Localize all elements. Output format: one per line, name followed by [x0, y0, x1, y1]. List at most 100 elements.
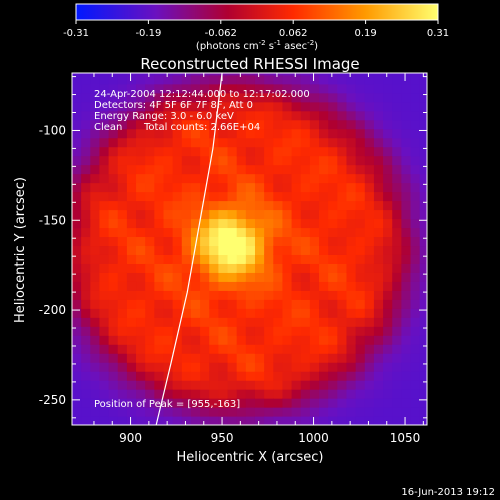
- heatmap-cell: [291, 344, 302, 354]
- heatmap-cell: [346, 245, 357, 255]
- heatmap-cell: [190, 263, 201, 273]
- heatmap-cell: [163, 254, 174, 264]
- heatmap-cell: [264, 101, 274, 112]
- heatmap-cell: [172, 227, 183, 238]
- heatmap-cell: [319, 227, 329, 238]
- heatmap-cell: [309, 164, 320, 175]
- heatmap-cell: [273, 353, 284, 363]
- heatmap-cell: [72, 83, 82, 94]
- heatmap-cell: [126, 353, 137, 363]
- heatmap-cell: [401, 290, 412, 300]
- heatmap-cell: [81, 164, 91, 175]
- heatmap-cell: [419, 137, 427, 148]
- heatmap-cell: [117, 200, 128, 211]
- heatmap-cell: [401, 137, 412, 148]
- heatmap-cell: [200, 254, 210, 264]
- heatmap-cell: [190, 407, 201, 417]
- heatmap-cell: [72, 308, 82, 318]
- heatmap-cell: [126, 73, 137, 76]
- heatmap-cell: [117, 272, 128, 282]
- heatmap-cell: [117, 101, 128, 112]
- heatmap-cell: [355, 389, 366, 399]
- heatmap-cell: [346, 308, 357, 318]
- heatmap-cell: [373, 119, 384, 130]
- heatmap-cell: [291, 389, 302, 399]
- annotation-peak: Position of Peak = [955,-163]: [94, 399, 240, 410]
- heatmap-cell: [410, 209, 421, 220]
- heatmap-cell: [392, 164, 402, 175]
- heatmap-cell: [145, 272, 155, 282]
- heatmap-cell: [245, 119, 256, 130]
- heatmap-cell: [154, 362, 165, 372]
- heatmap-cell: [227, 416, 238, 425]
- heatmap-cell: [172, 83, 183, 94]
- heatmap-cell: [346, 200, 357, 211]
- heatmap-cell: [181, 155, 192, 166]
- heatmap-cell: [319, 92, 329, 103]
- heatmap-cell: [181, 245, 192, 255]
- heatmap-cell: [209, 380, 219, 390]
- heatmap-cell: [227, 83, 238, 94]
- heatmap-cell: [346, 407, 357, 417]
- heatmap-cell: [136, 110, 146, 121]
- heatmap-cell: [364, 83, 375, 94]
- heatmap-cell: [355, 74, 366, 85]
- heatmap-cell: [163, 236, 174, 247]
- heatmap-cell: [309, 308, 320, 318]
- heatmap-cell: [282, 398, 293, 408]
- heatmap-cell: [154, 74, 165, 85]
- heatmap-cell: [218, 73, 229, 76]
- heatmap-cell: [81, 245, 91, 255]
- heatmap-cell: [355, 173, 366, 184]
- heatmap-cell: [145, 92, 155, 103]
- heatmap-cell: [209, 236, 219, 247]
- heatmap-cell: [383, 92, 393, 103]
- heatmap-cell: [410, 344, 421, 354]
- heatmap-cell: [410, 398, 421, 408]
- heatmap-cell: [236, 182, 247, 193]
- heatmap-cell: [245, 227, 256, 238]
- heatmap-cell: [163, 308, 174, 318]
- heatmap-cell: [90, 74, 101, 85]
- heatmap-cell: [154, 182, 165, 193]
- heatmap-cell: [291, 173, 302, 184]
- heatmap-cell: [273, 92, 284, 103]
- heatmap-cell: [337, 416, 348, 425]
- heatmap-cell: [319, 218, 329, 229]
- heatmap-cell: [181, 173, 192, 184]
- heatmap-cell: [172, 416, 183, 425]
- heatmap-cell: [81, 335, 91, 345]
- heatmap-cell: [373, 227, 384, 238]
- heatmap-cell: [264, 137, 274, 148]
- heatmap-cell: [145, 218, 155, 229]
- heatmap-cell: [264, 254, 274, 264]
- heatmap-cell: [282, 119, 293, 130]
- heatmap-cell: [319, 272, 329, 282]
- heatmap-cell: [264, 335, 274, 345]
- heatmap-cell: [300, 299, 311, 309]
- heatmap-cell: [245, 101, 256, 112]
- heatmap-cell: [410, 416, 421, 425]
- heatmap-cell: [373, 308, 384, 318]
- heatmap-cell: [337, 73, 348, 76]
- heatmap-cell: [163, 281, 174, 291]
- heatmap-cell: [309, 398, 320, 408]
- heatmap-cell: [90, 110, 101, 121]
- heatmap-cell: [282, 218, 293, 229]
- heatmap-cell: [309, 371, 320, 381]
- heatmap-cell: [154, 335, 165, 345]
- heatmap-cell: [136, 236, 146, 247]
- heatmap-cell: [264, 263, 274, 273]
- heatmap-cell: [245, 128, 256, 139]
- heatmap-cell: [245, 380, 256, 390]
- heatmap-cell: [328, 146, 338, 157]
- x-axis-label: Heliocentric X (arcsec): [177, 450, 324, 465]
- heatmap-cell: [300, 101, 311, 112]
- heatmap-cell: [236, 281, 247, 291]
- heatmap-cell: [136, 326, 146, 336]
- heatmap-cell: [200, 245, 210, 255]
- heatmap-cell: [264, 416, 274, 425]
- colorbar-label: (photons cm-2 s-1 asec-2): [196, 39, 318, 52]
- heatmap-cell: [117, 92, 128, 103]
- heatmap-cell: [136, 272, 146, 282]
